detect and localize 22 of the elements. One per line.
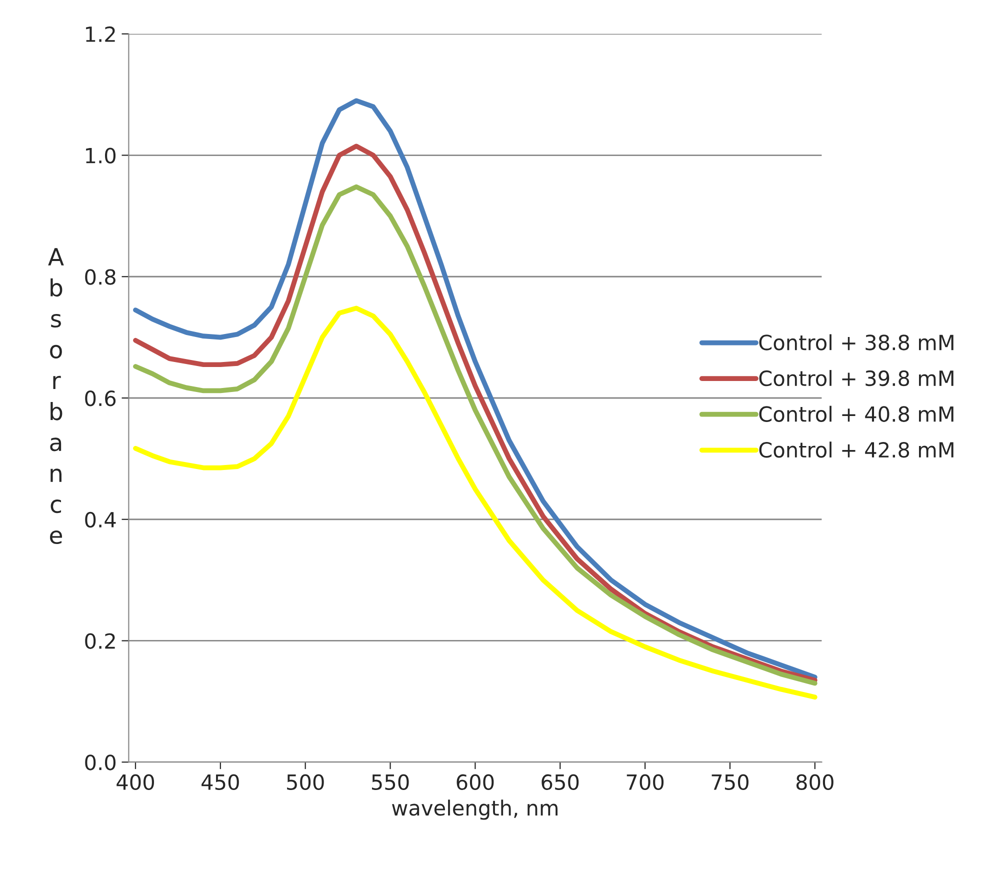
legend-label: Control + 42.8 mM — [759, 442, 954, 458]
x-tick-label: 700 — [626, 774, 664, 790]
text: Absorbance — [48, 248, 64, 544]
x-tick-label: 800 — [796, 774, 834, 790]
y-tick-label: 1.0 — [86, 148, 116, 164]
y-tick-label: 1.2 — [86, 26, 115, 42]
y-tick-label: 0.2 — [85, 633, 115, 649]
x-tick-label: 600 — [456, 774, 494, 790]
x-axis-title: wavelength, nm — [392, 800, 558, 820]
x-tick-label: 650 — [542, 774, 579, 790]
x-tick-label: 450 — [202, 774, 239, 790]
y-tick-label: 0.6 — [85, 390, 116, 406]
legend-label: Control + 38.8 mM — [759, 334, 954, 350]
x-tick-label: 500 — [287, 774, 324, 790]
legend-label: Control + 40.8 mM — [759, 406, 954, 422]
y-tick-label: 0.4 — [85, 512, 116, 528]
x-tick-label: 400 — [116, 774, 154, 790]
y-tick-label: 0.0 — [85, 754, 116, 770]
x-tick-label: 550 — [372, 774, 409, 790]
y-tick-label: 0.8 — [85, 269, 116, 285]
legend-label: Control + 39.8 mM — [759, 370, 954, 386]
x-tick-label: 750 — [712, 774, 748, 790]
